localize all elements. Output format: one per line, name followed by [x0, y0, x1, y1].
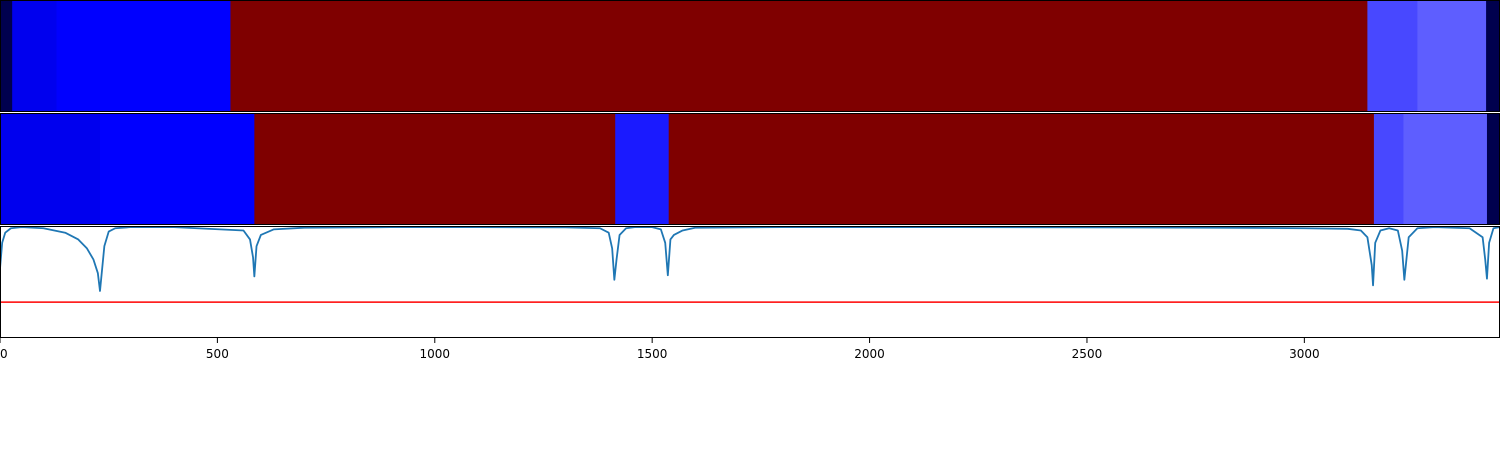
heatmap-middle-segment-5 [1373, 114, 1404, 225]
heatmap-middle-segment-7 [1486, 114, 1500, 225]
heatmap-top-segment-4 [1367, 1, 1418, 112]
heatmap-top-segment-5 [1417, 1, 1487, 112]
x-tick-label-0: 0 [0, 347, 8, 361]
line-plot-background [0, 226, 1500, 338]
x-tick-label-2: 1000 [420, 347, 451, 361]
line-plot-panel [0, 226, 1500, 338]
heatmap-middle-segment-4 [668, 114, 1375, 225]
heatmap-middle-segment-2 [254, 114, 616, 225]
heatmap-middle-segment-0 [0, 114, 101, 225]
heatmap-panel-top [0, 1, 1500, 112]
x-tick-label-5: 2500 [1072, 347, 1103, 361]
x-axis: 0 500 1000 1500 2000 2500 3000 [0, 338, 1320, 361]
heatmap-middle-segment-1 [100, 114, 255, 225]
series-line [0, 226, 1500, 292]
heatmap-top-segment-2 [56, 1, 231, 112]
heatmap-panel-middle [0, 114, 1500, 225]
heatmap-middle-segment-6 [1403, 114, 1488, 225]
x-tick-label-6: 3000 [1289, 347, 1320, 361]
x-tick-label-1: 500 [206, 347, 229, 361]
heatmap-top-segment-6 [1486, 1, 1500, 112]
heatmap-top-segment-0 [0, 1, 13, 112]
heatmap-middle-segment-3 [615, 114, 670, 225]
heatmap-top-segment-1 [12, 1, 58, 112]
x-tick-label-4: 2000 [854, 347, 885, 361]
heatmap-top-segment-3 [230, 1, 1368, 112]
x-tick-label-3: 1500 [637, 347, 668, 361]
